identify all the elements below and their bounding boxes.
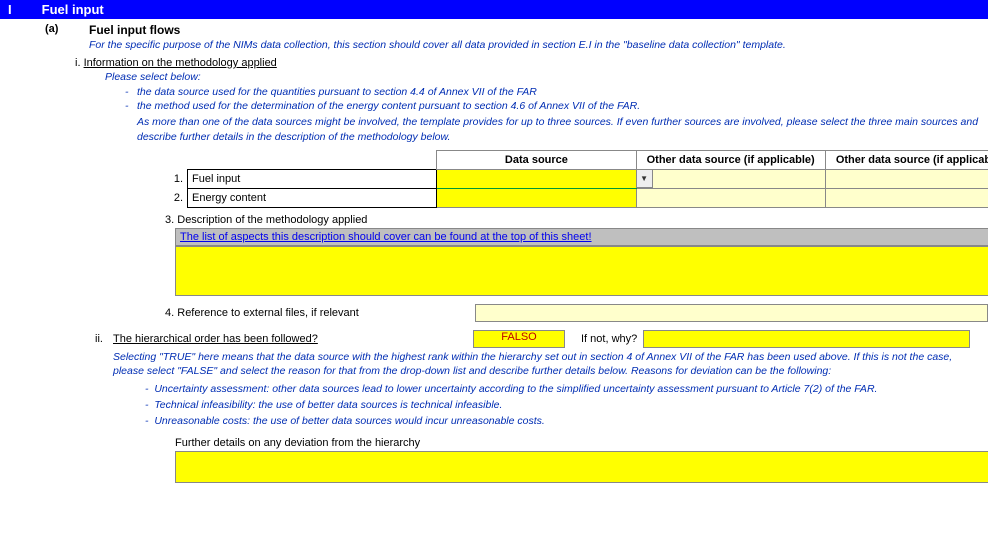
header-index: I: [8, 2, 38, 17]
further-details-input[interactable]: [175, 451, 988, 483]
row-label: Fuel input: [188, 169, 437, 188]
external-files-input[interactable]: [475, 304, 988, 322]
th-data-source: Data source: [437, 150, 636, 169]
row-label: Energy content: [188, 188, 437, 207]
hier-bullet-1: - Uncertainty assessment: other data sou…: [145, 382, 988, 398]
select-note: Please select below:: [105, 71, 988, 83]
ref-num: 4.: [165, 307, 174, 319]
other-source-1-input[interactable]: [636, 169, 825, 188]
extra-note: As more than one of the data sources mig…: [137, 115, 988, 143]
table-row: 2. Energy content: [165, 188, 988, 207]
table-row: 1. Fuel input ▼: [165, 169, 988, 188]
sub-i-index: i.: [75, 57, 81, 69]
subsection-a-label: (a): [45, 23, 89, 35]
hier-bullet-2: - Technical infeasibility: the use of be…: [145, 398, 988, 414]
data-source-dropdown[interactable]: [437, 188, 636, 207]
why-dropdown[interactable]: [643, 330, 970, 348]
subsection-a-subtitle: For the specific purpose of the NIMs dat…: [89, 39, 786, 51]
bullet-2: -the method used for the determination o…: [125, 99, 988, 113]
hier-note: Selecting "TRUE" here means that the dat…: [113, 350, 978, 378]
subsection-a-title: Fuel input flows: [89, 23, 786, 37]
desc-hint-bar: The list of aspects this description sho…: [175, 228, 988, 246]
desc-num: 3.: [165, 214, 174, 226]
desc-hint-link[interactable]: The list of aspects this description sho…: [180, 231, 592, 243]
hier-value-dropdown[interactable]: FALSO: [473, 330, 565, 348]
other-source-2-input[interactable]: [825, 188, 988, 207]
data-source-table: Data source Other data source (if applic…: [165, 150, 988, 208]
further-label: Further details on any deviation from th…: [175, 437, 988, 449]
desc-label: Description of the methodology applied: [177, 214, 367, 226]
section-header: I Fuel input: [0, 0, 988, 19]
hier-question: The hierarchical order has been followed…: [113, 333, 473, 345]
header-title: Fuel input: [42, 2, 104, 17]
other-source-2-input[interactable]: [825, 169, 988, 188]
data-source-dropdown[interactable]: ▼: [437, 169, 636, 188]
th-other-2: Other data source (if applicable): [825, 150, 988, 169]
row-num: 2.: [165, 188, 188, 207]
row-num: 1.: [165, 169, 188, 188]
methodology-description-input[interactable]: [175, 246, 988, 296]
chevron-down-icon[interactable]: ▼: [636, 169, 653, 188]
ref-label: Reference to external files, if relevant: [177, 307, 359, 319]
hier-bullet-3: - Unreasonable costs: the use of better …: [145, 414, 988, 430]
ifnot-label: If not, why?: [581, 333, 637, 345]
th-other-1: Other data source (if applicable): [636, 150, 825, 169]
sub-i-title: Information on the methodology applied: [84, 57, 277, 69]
bullet-1: -the data source used for the quantities…: [125, 85, 988, 99]
other-source-1-input[interactable]: [636, 188, 825, 207]
sub-ii-index: ii.: [95, 333, 113, 345]
